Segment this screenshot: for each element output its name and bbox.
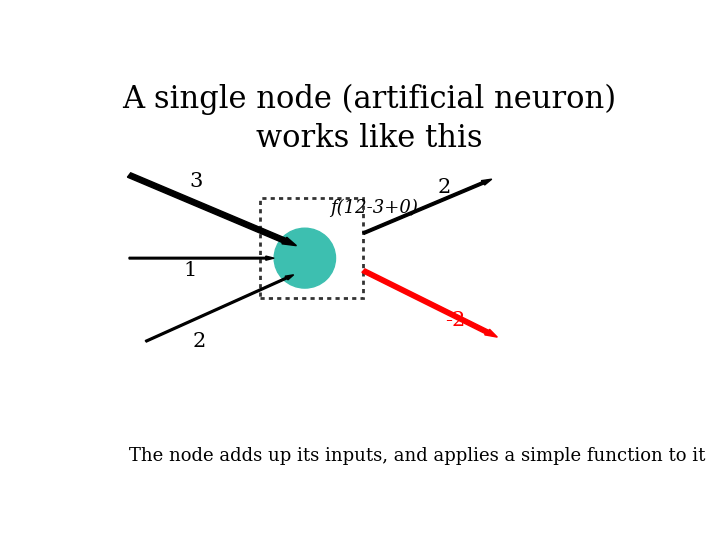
Text: 2: 2: [192, 332, 205, 351]
Text: 2: 2: [438, 178, 451, 197]
Text: -2: -2: [446, 311, 466, 330]
FancyArrow shape: [362, 269, 498, 337]
Text: A single node (artificial neuron)
works like this: A single node (artificial neuron) works …: [122, 84, 616, 153]
Text: The node adds up its inputs, and applies a simple function to it: The node adds up its inputs, and applies…: [129, 447, 706, 464]
FancyArrow shape: [129, 256, 274, 260]
Ellipse shape: [274, 228, 336, 288]
Bar: [260, 198, 364, 298]
FancyArrow shape: [127, 173, 297, 246]
Text: 1: 1: [184, 261, 197, 280]
FancyArrow shape: [363, 179, 492, 234]
Text: 3: 3: [189, 172, 203, 191]
Text: f(12-3+0): f(12-3+0): [330, 199, 418, 218]
FancyArrow shape: [145, 275, 294, 342]
